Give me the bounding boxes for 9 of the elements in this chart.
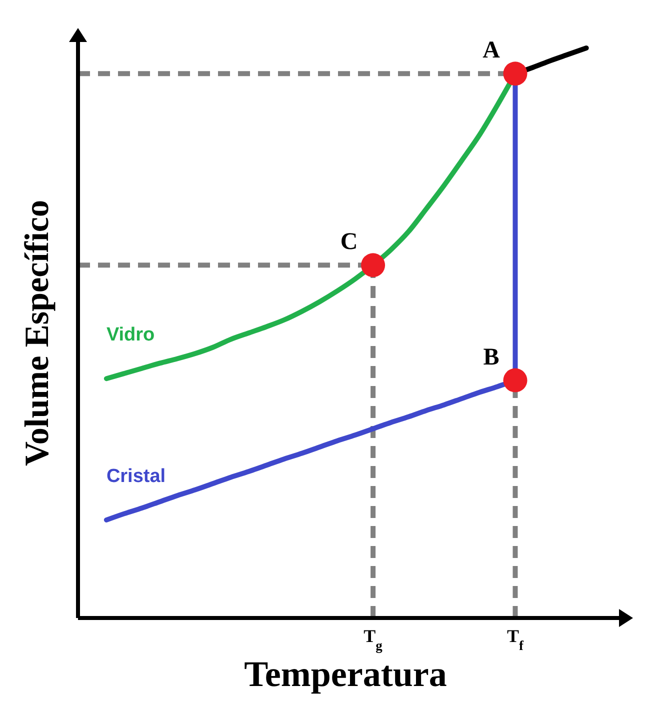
series-label: Vidro	[106, 324, 155, 346]
series-label: Cristal	[106, 466, 166, 487]
annotation: A	[482, 38, 501, 64]
x-tick-label: T$_{g}$	[364, 626, 383, 652]
x-axis-title: Temperatura	[244, 654, 447, 694]
annotation: B	[483, 344, 500, 370]
x-tick-label: T$_{f}$	[506, 626, 524, 652]
y-axis-title: Volume Específico	[19, 200, 56, 466]
annotation: C	[340, 229, 358, 256]
